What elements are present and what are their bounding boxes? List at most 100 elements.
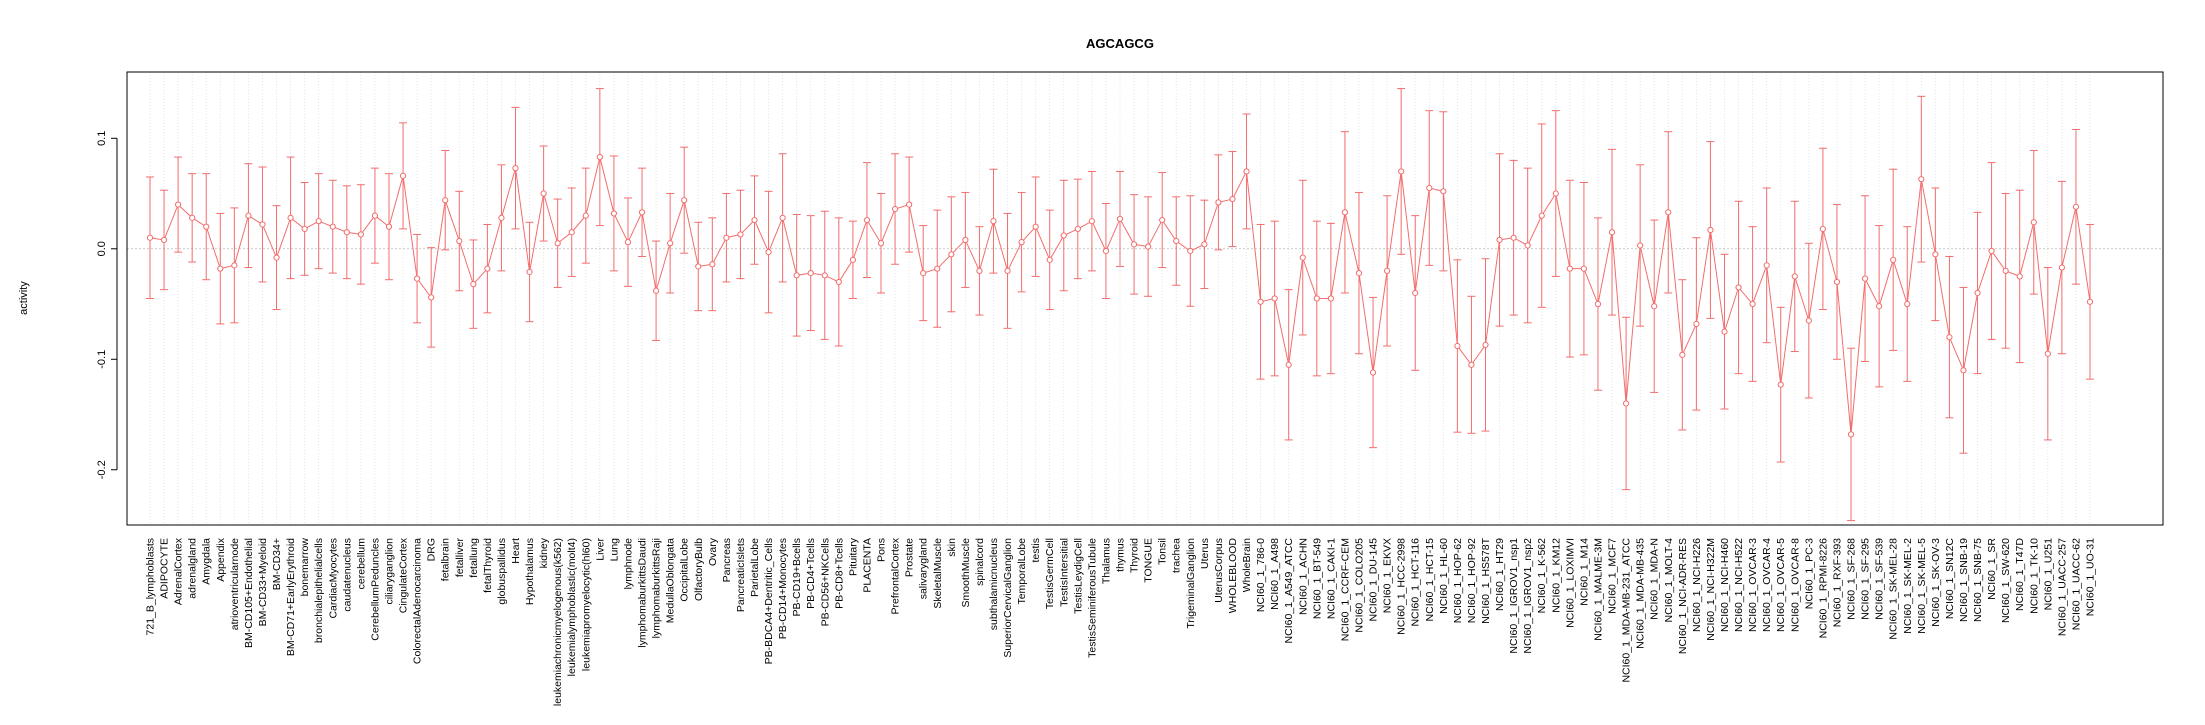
data-point [259, 221, 266, 228]
data-point [1777, 381, 1784, 388]
data-point [2016, 273, 2023, 280]
data-point [343, 229, 350, 236]
data-point [1201, 241, 1208, 248]
x-tick-label: NCI60_1_SF-268 [1846, 538, 1858, 620]
x-tick-label: NCI60_1_SK-OV-3 [1930, 538, 1942, 627]
data-point [709, 261, 716, 268]
data-point [1468, 361, 1475, 368]
x-tick-label: NCI60_1_K-562 [1536, 538, 1548, 613]
data-point [920, 269, 927, 277]
data-point [1918, 176, 1925, 183]
data-point [737, 231, 744, 238]
x-tick-label: NCI60_1_ACHN [1297, 538, 1309, 615]
data-point [1651, 303, 1658, 310]
data-point [1285, 361, 1292, 368]
x-tick-label: globuspallidus [496, 538, 508, 605]
x-tick-label: fetalbrain [440, 538, 452, 581]
data-point [765, 248, 772, 256]
data-point [807, 269, 814, 277]
x-tick-label: testis [1030, 538, 1042, 563]
data-point [1145, 243, 1152, 250]
x-tick-label: fetalliver [454, 538, 466, 578]
data-point [371, 212, 379, 219]
data-point [582, 212, 589, 219]
y-tick-label: -0.2 [96, 460, 108, 479]
x-tick-label: spinalcord [974, 538, 986, 586]
x-tick-label: ParietalLobe [749, 538, 761, 597]
data-point [976, 267, 983, 274]
data-point [1102, 247, 1110, 255]
y-axis-label: activity [18, 281, 30, 315]
data-point [217, 265, 224, 272]
x-tick-label: NCI60_1_LOXIMVI [1564, 538, 1576, 628]
data-point [2058, 264, 2065, 271]
x-tick-label: CerebellumPeduncles [369, 538, 381, 641]
x-tick-label: CardiacMyocytes [327, 538, 339, 619]
data-point [1355, 269, 1363, 277]
data-point [1018, 239, 1025, 246]
x-tick-label: ciliaryganglion [383, 538, 395, 605]
data-point [287, 214, 294, 221]
data-point [399, 172, 407, 179]
data-point [1637, 242, 1644, 249]
x-tick-label: NCI60_1_EKVX [1382, 538, 1394, 613]
data-point [442, 197, 449, 204]
x-tick-label: PB-CD14+Monocytes [777, 538, 789, 639]
x-tick-label: Heart [510, 538, 522, 564]
x-tick-label: NCI60_1_OVCAR-3 [1747, 538, 1759, 632]
x-tick-label: NCI60_1_SNB-75 [1972, 538, 1984, 622]
x-tick-label: kidney [538, 537, 550, 568]
x-tick-label: thymus [1115, 538, 1127, 572]
data-point [470, 281, 477, 288]
x-tick-label: WHOLEBLOOD [1227, 538, 1239, 614]
data-point [1580, 265, 1588, 272]
data-point [1847, 431, 1855, 438]
data-point [1510, 234, 1517, 241]
data-point [667, 240, 674, 247]
x-tick-label: NCI60_1_SF-539 [1874, 538, 1886, 620]
x-tick-label: PB-CD19+Bcells [791, 538, 803, 617]
x-tick-label: Liver [594, 538, 606, 561]
data-point [695, 263, 702, 270]
data-point [1482, 341, 1489, 349]
x-tick-label: Hypothalamus [524, 538, 536, 605]
data-point [1440, 188, 1447, 195]
data-point [1215, 199, 1222, 206]
x-tick-label: NCI60_1_NCI-H226 [1691, 538, 1703, 632]
data-point [638, 209, 646, 216]
data-point [751, 216, 758, 224]
data-point [1524, 242, 1531, 249]
x-tick-label: SkeletalMuscle [932, 538, 944, 609]
x-tick-label: Appendix [215, 537, 227, 582]
x-tick-label: ColorectalAdenocarcinoma [412, 538, 424, 664]
data-point [357, 231, 364, 238]
x-tick-label: NCI60_1_HOP-62 [1452, 538, 1464, 623]
x-tick-label: NCI60_1_SN12C [1944, 538, 1956, 620]
x-tick-label: NCI60_1_HCT-15 [1424, 538, 1436, 622]
data-point [329, 223, 336, 230]
x-tick-label: ADIPOCYTE [159, 538, 171, 599]
data-point [1004, 267, 1011, 274]
data-point [1074, 225, 1081, 232]
x-tick-label: Prostate [904, 538, 916, 577]
x-tick-label: NCI60_1_SK-MEL-28 [1888, 538, 1900, 640]
data-point [906, 201, 913, 208]
data-point [1622, 400, 1630, 407]
data-point [1187, 247, 1194, 255]
x-tick-label: NCI60_1_M14 [1578, 538, 1590, 606]
x-tick-label: Thalamus [1100, 538, 1112, 584]
x-tick-label: NCI60_1_RPMI-8226 [1817, 538, 1829, 639]
x-tick-label: NCI60_1_TK-10 [2028, 538, 2040, 614]
data-point [498, 214, 505, 221]
data-point [428, 294, 435, 301]
x-tick-label: leukemiapromyelocytic(hl60) [580, 538, 592, 671]
x-tick-label: leukemialymphoblastic(molt4) [566, 538, 578, 676]
data-point [203, 223, 210, 230]
x-tick-label: NCI60_1_HT29 [1494, 538, 1506, 611]
x-tick-label: NCI60_1_MALME-3M [1592, 538, 1604, 641]
data-point [891, 205, 899, 213]
data-point [245, 212, 252, 219]
x-tick-label: skin [946, 538, 958, 557]
data-point [1974, 289, 1981, 297]
data-point [1327, 295, 1334, 302]
